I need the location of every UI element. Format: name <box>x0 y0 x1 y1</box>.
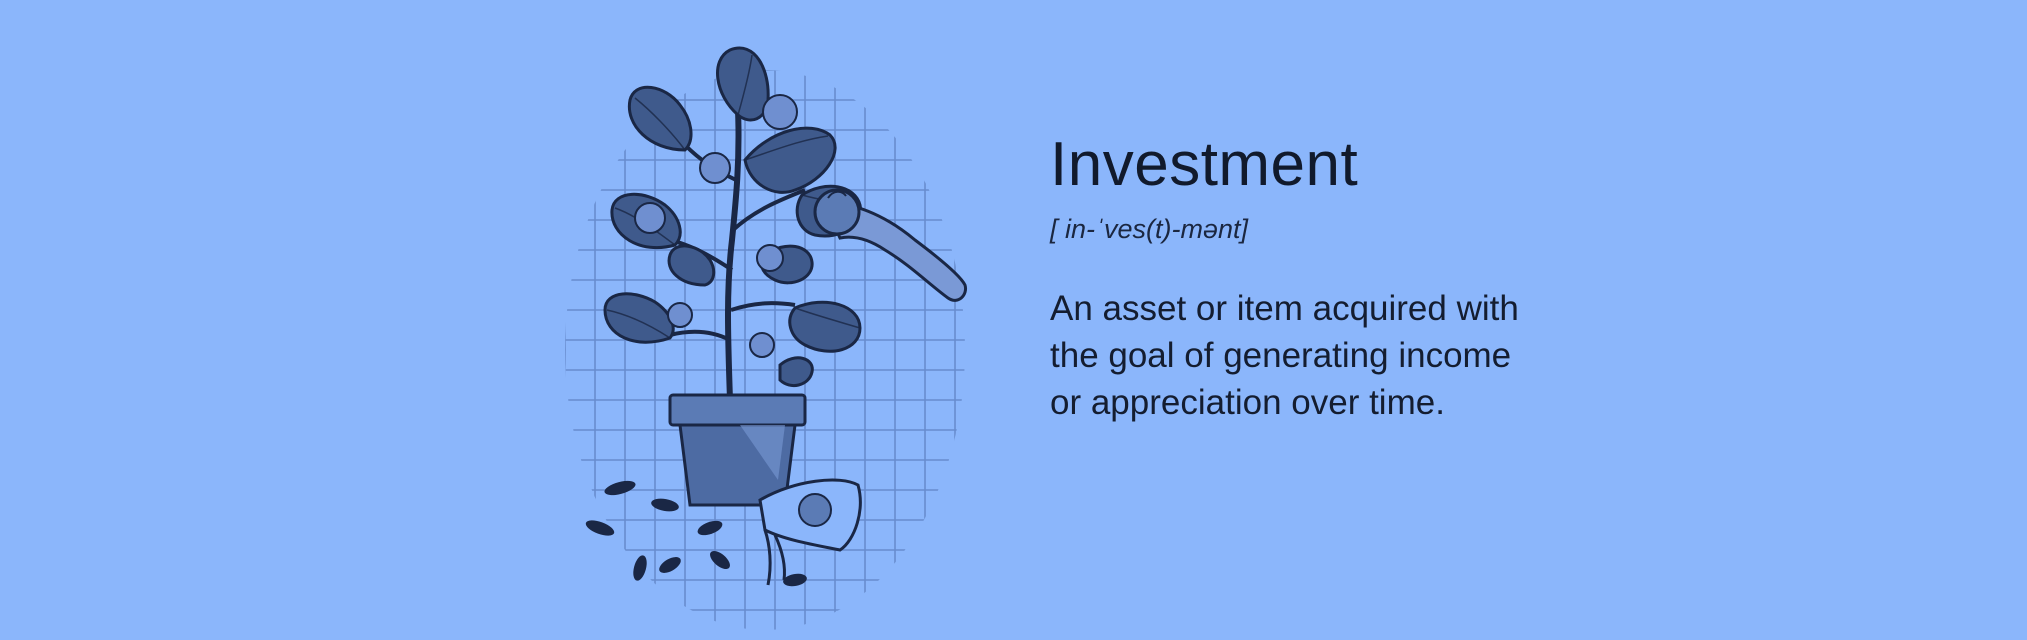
definition-block: Investment [ in-ˈves(t)-mənt] An asset o… <box>1050 125 1610 426</box>
term-title: Investment <box>1050 130 1359 199</box>
money-plant-illustration-icon <box>540 40 1000 630</box>
flower-pot <box>668 393 807 507</box>
held-coin <box>813 188 861 236</box>
fallen-leaves <box>585 480 807 587</box>
pronunciation: [ in-ˈves(t)-mənt] <box>1050 214 1249 244</box>
fallen-banknote <box>758 478 862 586</box>
definition-text: An asset or item acquired with the goal … <box>1050 289 1519 422</box>
coin-fruits <box>634 94 798 358</box>
plant-stem <box>725 107 742 403</box>
hand <box>822 202 968 302</box>
